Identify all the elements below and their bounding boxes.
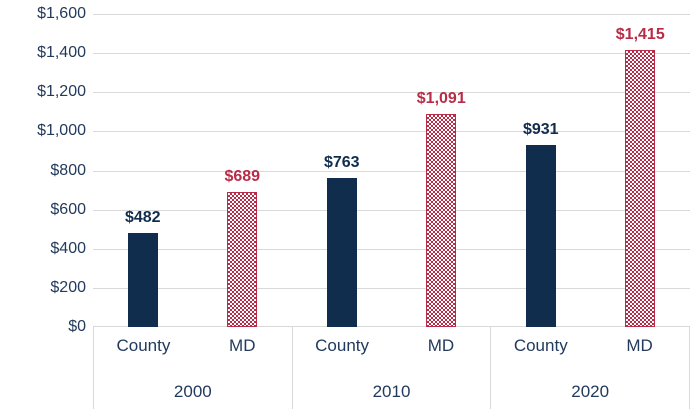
gridline <box>93 53 690 55</box>
value-label-county-2010: $763 <box>323 153 360 171</box>
bar-cell-md-2010: $1,091 <box>392 14 492 327</box>
y-tick-label: $400 <box>50 239 86 257</box>
bar-cell-county-2020: $931 <box>491 14 591 327</box>
value-label-county-2020: $931 <box>522 120 559 138</box>
x-group-2020: County MD 2020 <box>490 327 689 409</box>
y-tick-label: $200 <box>50 278 86 296</box>
gridline <box>93 131 690 133</box>
y-axis: $1,600 $1,400 $1,200 $1,000 $800 $600 $400 $200… <box>0 0 86 409</box>
series-label-row: County MD <box>94 336 292 356</box>
bar-md-2000 <box>227 192 258 327</box>
y-tick-label: $1,400 <box>37 44 86 62</box>
gridline <box>93 209 690 211</box>
year-label-2010: 2010 <box>372 382 411 401</box>
gridline <box>93 287 690 289</box>
series-label-row: County MD <box>293 336 491 356</box>
series-label-county-2000: County <box>116 336 171 355</box>
y-tick-label: $800 <box>50 161 86 179</box>
bar-group-2020: $931 $1,415 <box>491 14 690 327</box>
y-tick-label: $1,200 <box>37 83 86 101</box>
value-label-county-2000: $482 <box>124 208 161 226</box>
bars-layer: $482 $689 $763 $1,091 $931 $1,415 <box>93 14 690 327</box>
value-label-md-2020: $1,415 <box>615 26 665 44</box>
y-tick-label: $1,600 <box>37 5 86 22</box>
bar-cell-county-2010: $763 <box>292 14 392 327</box>
series-label-md-2020: MD <box>626 336 653 355</box>
gridline <box>93 14 690 15</box>
y-tick-label: $0 <box>68 318 86 335</box>
bar-md-2010 <box>426 113 457 327</box>
year-label-2000: 2000 <box>173 382 212 401</box>
bar-cell-county-2000: $482 <box>93 14 193 327</box>
series-label-md-2000: MD <box>229 336 256 355</box>
year-label-2020: 2020 <box>571 382 610 401</box>
y-tick-label: $1,000 <box>37 122 86 140</box>
plot-area: $482 $689 $763 $1,091 $931 $1,415 <box>93 14 690 327</box>
value-label-md-2000: $689 <box>224 168 261 186</box>
series-label-md-2010: MD <box>427 336 455 355</box>
bar-county-2020 <box>525 144 556 327</box>
series-label-row: County MD <box>491 336 689 356</box>
gridline <box>93 170 690 172</box>
bar-md-2020 <box>625 50 656 327</box>
bar-cell-md-2000: $689 <box>193 14 293 327</box>
value-label-md-2010: $1,091 <box>416 89 466 107</box>
bar-group-2000: $482 $689 <box>93 14 292 327</box>
bar-county-2000 <box>127 232 158 327</box>
gridline <box>93 248 690 250</box>
bar-cell-md-2020: $1,415 <box>591 14 691 327</box>
series-label-county-2010: County <box>315 336 370 355</box>
x-axis: County MD 2000 County MD 2010 County MD 2020 <box>93 327 690 409</box>
x-group-2000: County MD 2000 <box>94 327 292 409</box>
gridline <box>93 92 690 94</box>
bar-county-2010 <box>326 177 357 327</box>
y-tick-label: $600 <box>50 200 86 218</box>
gridline <box>93 326 690 327</box>
bar-group-2010: $763 $1,091 <box>292 14 491 327</box>
series-label-county-2020: County <box>513 336 568 355</box>
x-group-2010: County MD 2010 <box>291 327 491 409</box>
